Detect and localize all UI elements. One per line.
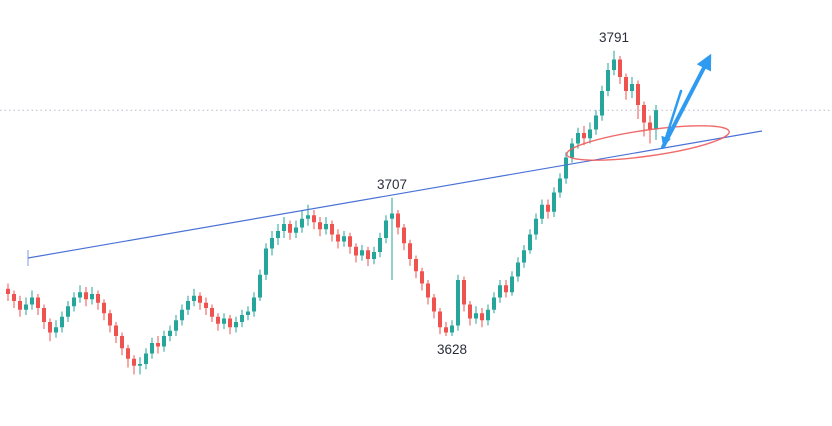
- trendline[interactable]: [27, 130, 763, 259]
- price-label-peak: 3791: [599, 30, 629, 45]
- pullback-arrow[interactable]: [661, 89, 683, 147]
- price-label-swing-high: 3707: [377, 177, 407, 192]
- trendline-group[interactable]: [27, 130, 763, 266]
- breakout-arrow[interactable]: [661, 53, 712, 149]
- price-label-swing-low: 3628: [437, 342, 467, 357]
- arrow-annotations[interactable]: [661, 53, 712, 149]
- support-touch-ellipse[interactable]: [565, 119, 731, 168]
- candles-layer: [6, 50, 658, 375]
- price-labels: 3791 3707 3628: [377, 30, 629, 357]
